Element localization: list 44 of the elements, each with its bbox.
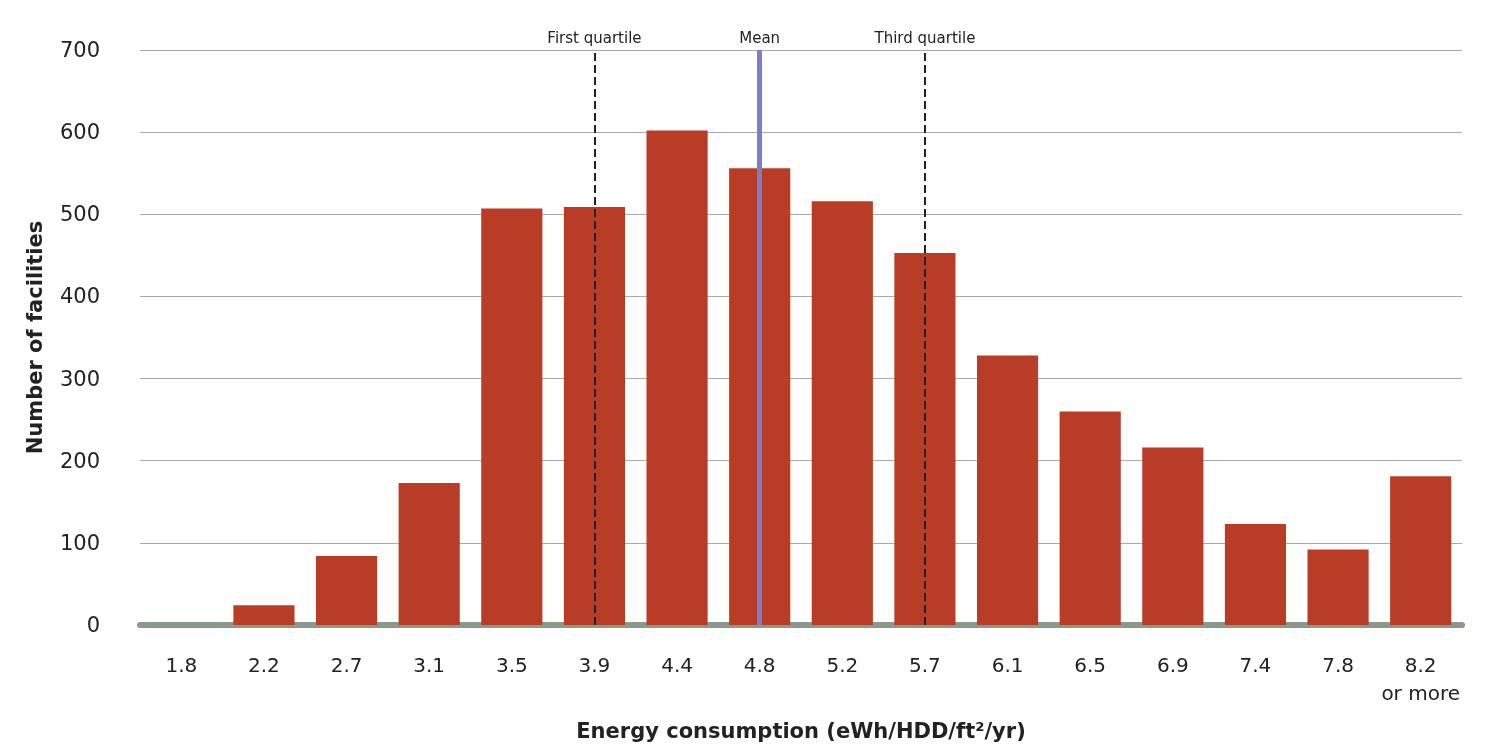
bar [894, 252, 956, 625]
x-tick-label: 4.4 [661, 653, 693, 677]
x-tick-label: 4.8 [743, 653, 776, 677]
x-tick-label: 3.9 [578, 653, 611, 677]
bar [976, 355, 1039, 625]
x-tick-label: 5.2 [826, 653, 859, 677]
y-tick-label: 600 [59, 120, 100, 145]
ref-line-label: Third quartile [873, 28, 976, 47]
y-tick-label: 300 [59, 366, 100, 391]
bar [646, 130, 708, 625]
bar [1390, 476, 1452, 625]
ref-line-label: Mean [739, 28, 781, 47]
bar [811, 201, 873, 625]
bar [398, 482, 460, 625]
y-tick-label: 0 [86, 613, 100, 637]
x-tick-label: 6.9 [1156, 653, 1189, 677]
ref-line-label: First quartile [547, 28, 642, 47]
x-tick-label: 2.2 [248, 653, 280, 677]
bar [1224, 523, 1287, 625]
bar [1142, 447, 1204, 625]
bar [729, 168, 791, 625]
x-tick-label: 3.1 [413, 653, 446, 677]
y-tick-label: 100 [59, 530, 100, 555]
x-tick-label: 5.7 [909, 653, 941, 677]
x-tick-label: 1.8 [165, 653, 198, 677]
x-axis-title: Energy consumption (eWh/HDD/ft²/yr) [576, 718, 1026, 743]
x-tick-label: 2.7 [330, 653, 363, 677]
x-tick-label: 7.4 [1239, 653, 1272, 677]
x-tick-label: 6.5 [1074, 653, 1107, 677]
bar [563, 206, 626, 625]
x-tick-label: 7.8 [1322, 653, 1354, 677]
bar [1059, 411, 1121, 625]
x-tick-label: 6.1 [991, 653, 1024, 677]
bar [481, 208, 543, 625]
y-tick-label: 700 [59, 38, 100, 62]
x-tick-label: 8.2 or more [1381, 653, 1460, 705]
y-tick-label: 500 [59, 202, 100, 227]
bar [233, 605, 295, 625]
y-axis-title: Number of facilities [22, 220, 47, 455]
y-tick-label: 200 [59, 448, 100, 473]
x-tick-label: 3.5 [495, 653, 528, 677]
y-tick-label: 400 [59, 284, 100, 309]
bar [1307, 549, 1369, 625]
bar [315, 556, 378, 625]
